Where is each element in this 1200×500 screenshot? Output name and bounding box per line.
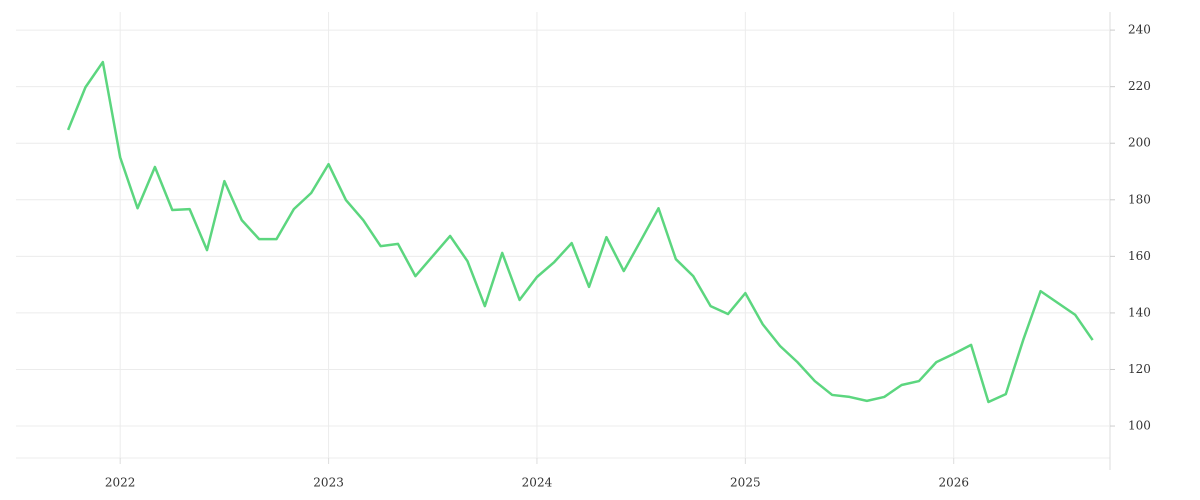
y-tick-label: 220 — [1128, 79, 1151, 93]
y-tick-label: 180 — [1128, 192, 1151, 206]
x-tick-label: 2023 — [313, 476, 344, 490]
data-line — [66, 60, 1094, 404]
y-tick-label: 140 — [1128, 305, 1151, 319]
x-tick-label: 2026 — [938, 476, 969, 490]
y-tick-label: 100 — [1128, 419, 1151, 433]
y-tick-label: 200 — [1128, 136, 1151, 150]
y-tick-label: 160 — [1128, 249, 1151, 263]
x-tick-label: 2022 — [105, 476, 136, 490]
y-tick-label: 120 — [1128, 362, 1151, 376]
x-tick-label: 2025 — [730, 476, 761, 490]
x-tick-label: 2024 — [522, 476, 553, 490]
y-tick-label: 240 — [1128, 23, 1151, 37]
